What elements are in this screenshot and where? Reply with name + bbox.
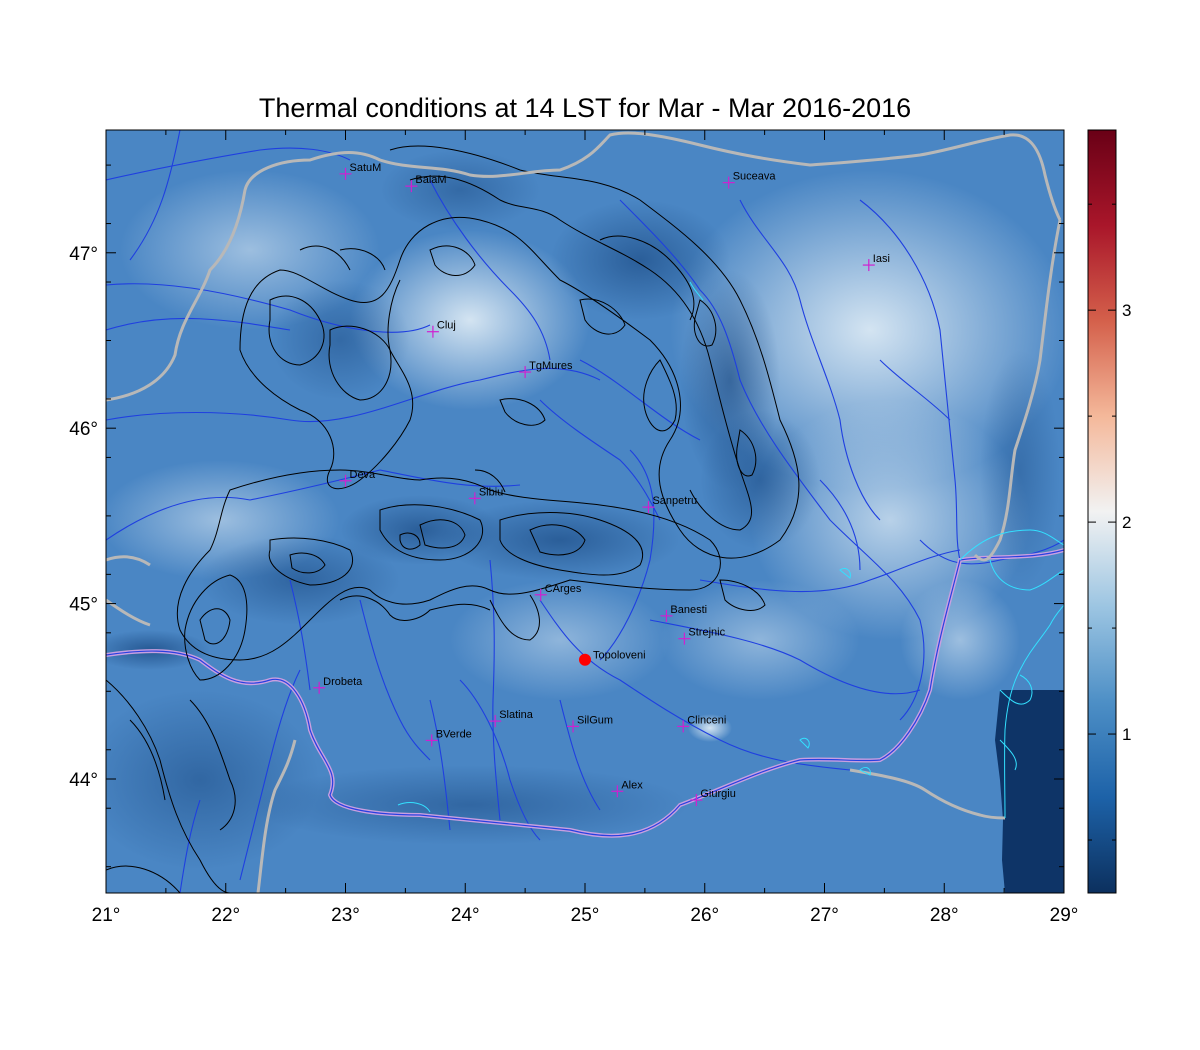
- station-label: TgMures: [529, 360, 573, 372]
- station-label: Alex: [621, 779, 643, 791]
- x-tick-label: 21°: [92, 905, 121, 926]
- y-tick-label: 45°: [69, 595, 98, 616]
- station-giurgiu: Giurgiu: [690, 788, 736, 807]
- station-satum: SatuM: [339, 162, 382, 180]
- station-silgum: SilGum: [567, 714, 613, 733]
- station-label: Giurgiu: [700, 788, 735, 800]
- x-axis-ticks: 21° 22° 23° 24° 25° 26° 27° 28° 29°: [92, 130, 1079, 926]
- x-tick-label: 23°: [331, 905, 360, 926]
- station-deva: Deva: [339, 469, 377, 487]
- station-banesti: Banesti: [660, 604, 707, 622]
- station-label: Drobeta: [323, 676, 363, 688]
- colorbar-ticks: 1 2 3: [1088, 203, 1131, 841]
- station-carges: CArges: [534, 583, 582, 601]
- station-label: Banesti: [670, 604, 707, 616]
- station-strejnic: Strejnic: [678, 627, 726, 645]
- station-alex: Alex: [611, 779, 643, 798]
- station-tgmures: TgMures: [519, 360, 573, 379]
- y-tick-label: 44°: [69, 770, 98, 791]
- station-label: BaiaM: [415, 174, 446, 186]
- station-label: Sibiu: [479, 486, 503, 498]
- station-sanpetru: Sanpetru: [642, 495, 697, 514]
- station-bverde: BVerde: [425, 728, 472, 747]
- station-label: Iasi: [873, 253, 890, 265]
- station-clinceni: Clinceni: [677, 714, 726, 733]
- y-tick-label: 46°: [69, 419, 98, 440]
- plot-axes: 21° 22° 23° 24° 25° 26° 27° 28° 29° 44° 45° 46° 47°: [69, 129, 1079, 926]
- highlight-dot-icon: [579, 653, 591, 666]
- station-label: BVerde: [436, 728, 472, 740]
- rivers: [106, 130, 1064, 893]
- station-sibiu: Sibiu: [468, 486, 503, 505]
- station-markers: SatuM BaiaM Suceava Iasi Cluj TgMures Deva Sibi…: [313, 162, 890, 807]
- coastline-lakes: [397, 281, 1064, 819]
- x-tick-label: 27°: [810, 905, 839, 926]
- station-label: Suceava: [733, 171, 777, 183]
- station-label: SilGum: [577, 714, 613, 726]
- station-suceava: Suceava: [722, 171, 777, 189]
- station-label: SatuM: [350, 162, 382, 174]
- x-tick-label: 28°: [930, 905, 959, 926]
- y-tick-label: 47°: [69, 244, 98, 265]
- station-label: Slatina: [499, 709, 534, 721]
- station-drobeta: Drobeta: [313, 676, 363, 694]
- x-tick-label: 25°: [571, 905, 600, 926]
- y-axis-ticks: 44° 45° 46° 47°: [69, 164, 1064, 868]
- thermal-field: [106, 130, 1064, 893]
- altitude-contours: [106, 145, 800, 893]
- highlight-label: Topoloveni: [593, 650, 646, 662]
- x-tick-label: 22°: [211, 905, 240, 926]
- x-tick-label: 24°: [451, 905, 480, 926]
- x-tick-label: 26°: [690, 905, 719, 926]
- station-label: Deva: [350, 469, 377, 481]
- station-iasi: Iasi: [862, 253, 890, 272]
- colorbar-tick-label: 2: [1122, 513, 1131, 532]
- station-label: Strejnic: [688, 627, 725, 639]
- station-label: CArges: [545, 583, 582, 595]
- colorbar-tick-label: 3: [1122, 301, 1131, 320]
- station-slatina: Slatina: [489, 709, 534, 728]
- highlight-location: Topoloveni: [579, 650, 646, 666]
- danube-river: [106, 548, 1064, 838]
- station-cluj: Cluj: [426, 320, 456, 338]
- station-baiam: BaiaM: [405, 174, 447, 193]
- country-borders: [106, 131, 1062, 893]
- station-label: Sanpetru: [652, 495, 697, 507]
- station-label: Cluj: [437, 320, 456, 332]
- x-tick-label: 29°: [1050, 905, 1079, 926]
- station-label: Clinceni: [687, 714, 726, 726]
- colorbar-tick-label: 1: [1122, 725, 1131, 744]
- colorbar: 1 2 3: [1087, 129, 1131, 894]
- map-title: Thermal conditions at 14 LST for Mar - M…: [259, 93, 911, 123]
